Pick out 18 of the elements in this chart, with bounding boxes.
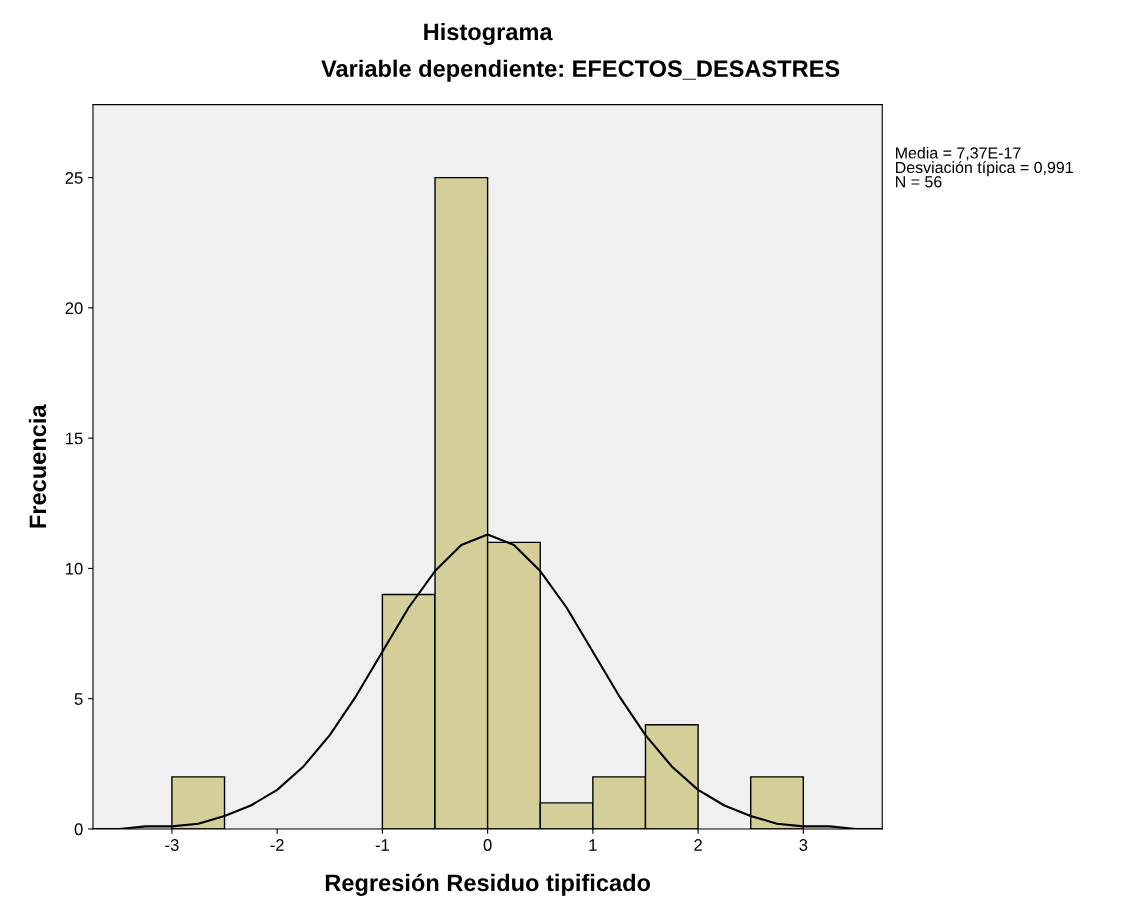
chart-subtitle: Variable dependiente: EFECTOS_DESASTRES: [321, 59, 840, 82]
x-tick-label: 1: [589, 839, 597, 851]
y-axis-title: Frecuencia: [28, 404, 47, 528]
x-tick-label: -3: [165, 839, 179, 851]
y-tick-label: 10: [66, 562, 83, 575]
text: Media = 7,37E-17 Desviación típica = 0,991 N = 56: [896, 146, 1073, 188]
y-tick-label: 20: [65, 302, 83, 315]
y-tick-label: 15: [66, 432, 83, 445]
x-tick-label: 3: [799, 839, 808, 851]
x-axis-title: Regresión Residuo tipificado: [325, 873, 651, 896]
x-tick-label: 2: [694, 839, 702, 851]
y-tick-label: 5: [74, 693, 83, 705]
x-tick-label: -2: [270, 839, 284, 851]
y-tick-label: 0: [74, 823, 83, 836]
x-tick-label: 0: [483, 839, 492, 851]
x-tick-label: -1: [375, 839, 389, 851]
chart-title: Histograma: [424, 22, 553, 46]
y-tick-label: 25: [65, 172, 83, 184]
